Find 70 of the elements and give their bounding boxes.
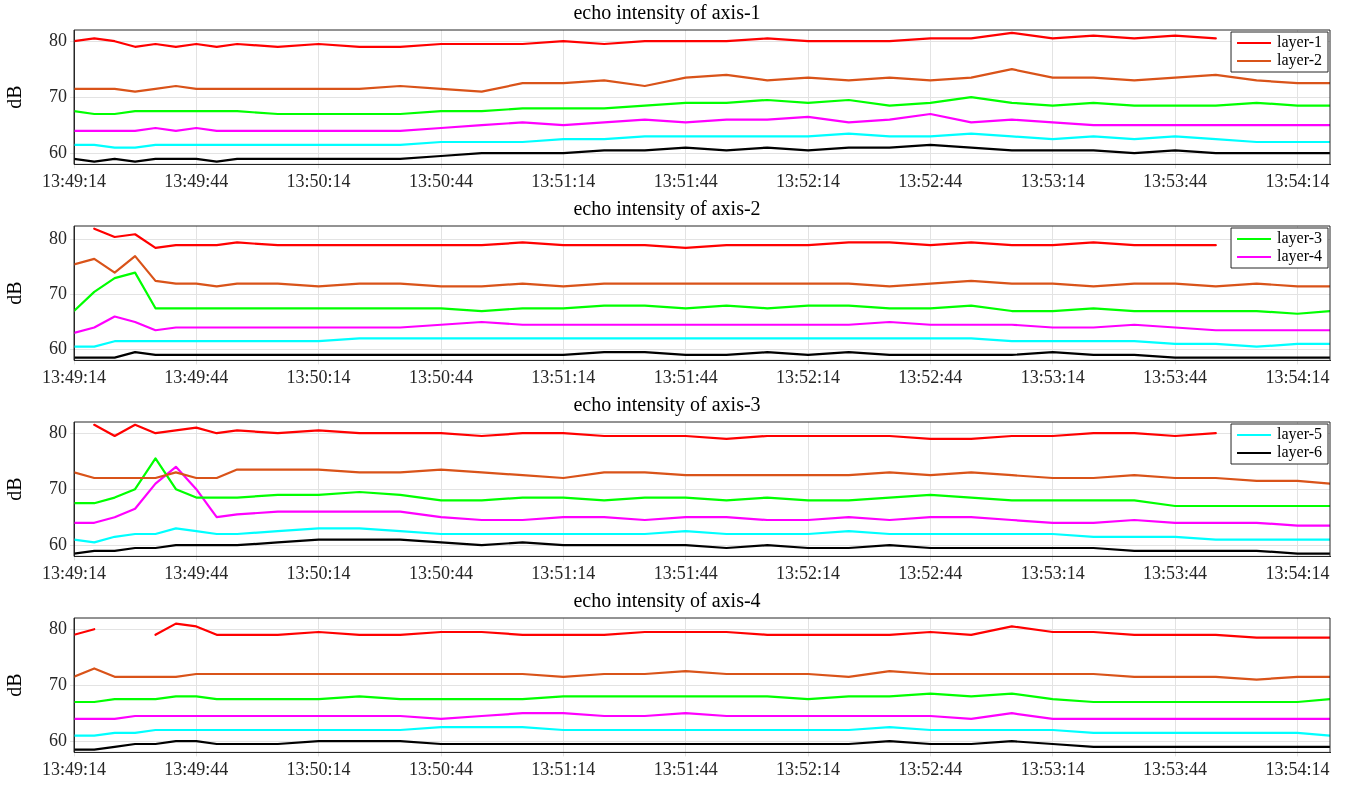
y-tick-label: 80: [49, 228, 67, 249]
y-tick-label: 60: [49, 338, 67, 359]
x-tick-label: 13:52:14: [776, 366, 841, 387]
legend-label: layer-1: [1277, 33, 1322, 52]
y-tick-label: 70: [49, 85, 67, 106]
y-tick-label: 80: [49, 617, 67, 638]
x-tick-label: 13:51:14: [531, 758, 596, 779]
x-tick-label: 13:53:44: [1143, 170, 1208, 191]
x-tick-label: 13:51:14: [531, 562, 596, 583]
y-tick-label: 80: [49, 29, 67, 50]
x-tick-label: 13:54:14: [1265, 562, 1330, 583]
x-tick-label: 13:53:44: [1143, 758, 1208, 779]
x-tick-label: 13:50:44: [409, 562, 474, 583]
legend-label: layer-2: [1277, 51, 1322, 70]
y-axis-title: dB: [3, 85, 26, 109]
y-axis-title: dB: [3, 281, 26, 305]
y-tick-label: 60: [49, 141, 67, 162]
y-tick-label: 60: [49, 533, 67, 554]
x-tick-label: 13:52:14: [776, 758, 841, 779]
y-tick-label: 60: [49, 729, 67, 750]
x-tick-label: 13:53:44: [1143, 562, 1208, 583]
x-tick-label: 13:50:14: [286, 366, 351, 387]
legend-label: layer-5: [1277, 425, 1322, 444]
x-tick-label: 13:52:44: [898, 758, 963, 779]
chart-title: echo intensity of axis-3: [573, 393, 761, 417]
x-tick-label: 13:49:14: [41, 758, 107, 779]
chart-title: echo intensity of axis-2: [573, 197, 761, 221]
x-tick-label: 13:52:14: [776, 562, 841, 583]
x-tick-label: 13:52:44: [898, 170, 963, 191]
x-tick-label: 13:50:44: [409, 366, 474, 387]
y-tick-label: 70: [49, 673, 67, 694]
x-tick-label: 13:53:14: [1020, 170, 1085, 191]
x-tick-label: 13:51:14: [531, 366, 596, 387]
y-tick-label: 70: [49, 283, 67, 304]
y-axis-title: dB: [3, 477, 26, 501]
x-tick-label: 13:49:14: [41, 562, 107, 583]
x-tick-label: 13:49:44: [164, 562, 229, 583]
chart-title: echo intensity of axis-4: [573, 589, 761, 613]
y-axis-title: dB: [3, 673, 26, 697]
x-tick-label: 13:51:44: [653, 562, 718, 583]
legend-label: layer-6: [1277, 443, 1322, 462]
x-tick-label: 13:50:44: [409, 170, 474, 191]
y-tick-label: 70: [49, 477, 67, 498]
x-tick-label: 13:49:44: [164, 758, 229, 779]
x-tick-label: 13:52:44: [898, 366, 963, 387]
x-tick-label: 13:52:44: [898, 562, 963, 583]
x-tick-label: 13:49:14: [41, 170, 107, 191]
x-tick-label: 13:53:14: [1020, 562, 1085, 583]
x-tick-label: 13:49:44: [164, 170, 229, 191]
x-tick-label: 13:54:14: [1265, 170, 1330, 191]
x-tick-label: 13:52:14: [776, 170, 841, 191]
x-tick-label: 13:53:14: [1020, 366, 1085, 387]
x-tick-label: 13:51:14: [531, 170, 596, 191]
x-tick-label: 13:49:14: [41, 366, 107, 387]
x-tick-label: 13:54:14: [1265, 758, 1330, 779]
x-tick-label: 13:50:44: [409, 758, 474, 779]
x-tick-label: 13:53:44: [1143, 366, 1208, 387]
x-tick-label: 13:53:14: [1020, 758, 1085, 779]
chart-title: echo intensity of axis-1: [573, 1, 761, 25]
x-tick-label: 13:49:44: [164, 366, 229, 387]
x-tick-label: 13:51:44: [653, 366, 718, 387]
x-tick-label: 13:51:44: [653, 170, 718, 191]
x-tick-label: 13:51:44: [653, 758, 718, 779]
x-tick-label: 13:54:14: [1265, 366, 1330, 387]
legend-label: layer-3: [1277, 229, 1322, 248]
legend-label: layer-4: [1277, 247, 1322, 266]
x-tick-label: 13:50:14: [286, 562, 351, 583]
x-tick-label: 13:50:14: [286, 758, 351, 779]
y-tick-label: 80: [49, 421, 67, 442]
x-tick-label: 13:50:14: [286, 170, 351, 191]
